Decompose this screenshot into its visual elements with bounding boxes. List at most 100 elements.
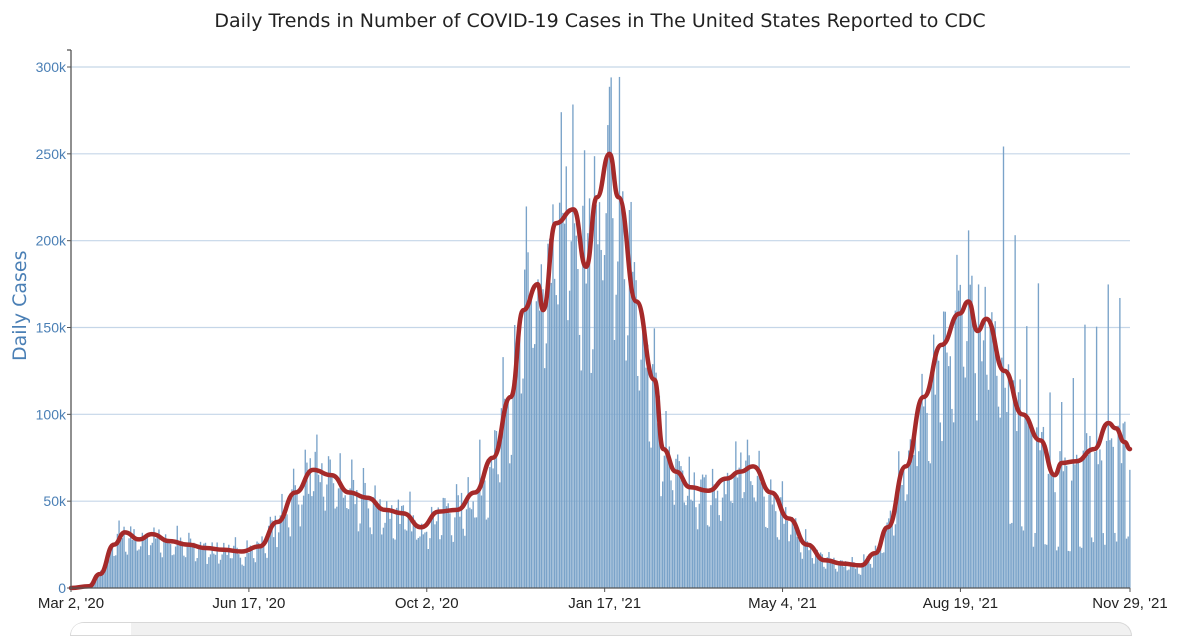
daily-bar xyxy=(576,236,577,588)
daily-bar xyxy=(148,555,149,588)
daily-bar xyxy=(125,552,126,588)
daily-bar xyxy=(762,480,763,588)
daily-bar xyxy=(348,509,349,588)
daily-bar xyxy=(1003,147,1004,588)
daily-bar xyxy=(502,357,503,588)
daily-bar xyxy=(175,547,176,588)
daily-bar xyxy=(546,343,547,588)
daily-bar xyxy=(1091,537,1092,588)
daily-bar xyxy=(812,558,813,588)
daily-bar xyxy=(434,524,435,588)
daily-bar xyxy=(519,319,520,588)
daily-bar xyxy=(137,551,138,588)
daily-bar xyxy=(612,218,613,588)
horizontal-scrollbar[interactable] xyxy=(70,622,1132,636)
daily-bar xyxy=(102,574,103,588)
daily-bar xyxy=(250,546,251,588)
daily-bar xyxy=(206,564,207,588)
daily-bar xyxy=(773,493,774,588)
daily-bar xyxy=(218,564,219,588)
daily-bar xyxy=(193,543,194,588)
daily-bar xyxy=(670,480,671,588)
daily-bar xyxy=(183,556,184,588)
daily-bar xyxy=(251,549,252,588)
daily-bar xyxy=(569,291,570,588)
daily-bar xyxy=(961,311,962,588)
daily-bar xyxy=(1023,530,1024,588)
daily-bar xyxy=(451,535,452,588)
daily-bar xyxy=(120,539,121,588)
daily-bar xyxy=(1049,392,1050,588)
daily-bar xyxy=(928,461,929,588)
daily-bar xyxy=(433,511,434,588)
daily-bar xyxy=(970,285,971,588)
daily-bar xyxy=(710,505,711,588)
daily-bar xyxy=(436,521,437,588)
daily-bar xyxy=(860,575,861,588)
daily-bar xyxy=(725,494,726,588)
daily-bar xyxy=(115,555,116,588)
daily-bar xyxy=(735,441,736,588)
daily-bar xyxy=(399,524,400,588)
daily-bar xyxy=(404,529,405,588)
daily-bar xyxy=(883,552,884,588)
daily-bar xyxy=(339,453,340,588)
daily-bar xyxy=(963,367,964,588)
daily-bar xyxy=(353,480,354,588)
daily-bar xyxy=(901,485,902,588)
daily-bar xyxy=(276,547,277,588)
daily-bar xyxy=(1081,548,1082,588)
daily-bar xyxy=(920,400,921,588)
daily-bar xyxy=(574,223,575,588)
daily-bar xyxy=(915,437,916,588)
daily-bar xyxy=(965,378,966,588)
daily-bar xyxy=(308,494,309,588)
daily-bar xyxy=(265,553,266,588)
daily-bar xyxy=(197,558,198,588)
daily-bar xyxy=(330,460,331,588)
daily-bar xyxy=(968,230,969,588)
daily-bar xyxy=(167,542,168,588)
daily-bar xyxy=(147,537,148,588)
daily-bar xyxy=(689,457,690,588)
daily-bar xyxy=(815,553,816,588)
scrollbar-thumb[interactable] xyxy=(71,623,131,635)
daily-bar xyxy=(813,564,814,588)
daily-bar xyxy=(391,505,392,588)
daily-bar xyxy=(195,561,196,588)
daily-bar xyxy=(243,566,244,588)
daily-bar xyxy=(1103,533,1104,588)
daily-bar xyxy=(172,555,173,588)
daily-bar xyxy=(1009,524,1010,588)
daily-bar xyxy=(1128,537,1129,589)
daily-bar xyxy=(122,538,123,588)
daily-bar xyxy=(1028,416,1029,588)
daily-bar xyxy=(717,491,718,588)
daily-bar xyxy=(426,532,427,588)
daily-bar xyxy=(213,554,214,588)
daily-bar xyxy=(843,567,844,588)
daily-bar xyxy=(248,553,249,588)
daily-bar xyxy=(995,321,996,588)
daily-bar xyxy=(1069,551,1070,588)
daily-bar xyxy=(835,569,836,588)
daily-bar xyxy=(162,557,163,588)
daily-bar xyxy=(886,523,887,589)
daily-bar xyxy=(238,554,239,588)
daily-bar xyxy=(479,440,480,588)
daily-bar xyxy=(220,560,221,588)
daily-bar xyxy=(532,348,533,588)
daily-bar xyxy=(160,553,161,588)
daily-bar xyxy=(316,435,317,588)
daily-bar xyxy=(704,477,705,588)
daily-bar xyxy=(807,541,808,588)
daily-bar xyxy=(1083,451,1084,588)
daily-bar xyxy=(652,364,653,588)
daily-bar xyxy=(376,502,377,588)
daily-bar xyxy=(945,312,946,588)
daily-bar xyxy=(1116,542,1117,588)
daily-bar xyxy=(301,505,302,588)
daily-bar xyxy=(1058,547,1059,588)
daily-bar xyxy=(401,506,402,588)
daily-bar xyxy=(464,536,465,588)
